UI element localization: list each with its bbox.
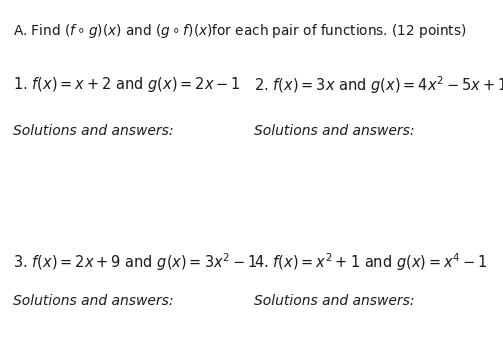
- Text: Solutions and answers:: Solutions and answers:: [13, 294, 173, 308]
- Text: 4. $f(x) = x^2 + 1$ and $g(x) = x^4 - 1$: 4. $f(x) = x^2 + 1$ and $g(x) = x^4 - 1$: [254, 252, 488, 273]
- Text: 3. $f(x) = 2x + 9$ and $g(x) = 3x^2 - 1$: 3. $f(x) = 2x + 9$ and $g(x) = 3x^2 - 1$: [13, 252, 257, 273]
- Text: Solutions and answers:: Solutions and answers:: [254, 294, 414, 308]
- Text: A. Find $(f \circ g)(x)$ and $(g \circ f)(x)$for each pair of functions. (12 poi: A. Find $(f \circ g)(x)$ and $(g \circ f…: [13, 22, 466, 40]
- Text: 2. $f(x) = 3x$ and $g(x) = 4x^2 - 5x + 1$: 2. $f(x) = 3x$ and $g(x) = 4x^2 - 5x + 1…: [254, 75, 503, 97]
- Text: Solutions and answers:: Solutions and answers:: [13, 124, 173, 138]
- Text: 1. $f(x) = x + 2$ and $g(x) = 2x - 1$: 1. $f(x) = x + 2$ and $g(x) = 2x - 1$: [13, 75, 240, 94]
- Text: Solutions and answers:: Solutions and answers:: [254, 124, 414, 138]
